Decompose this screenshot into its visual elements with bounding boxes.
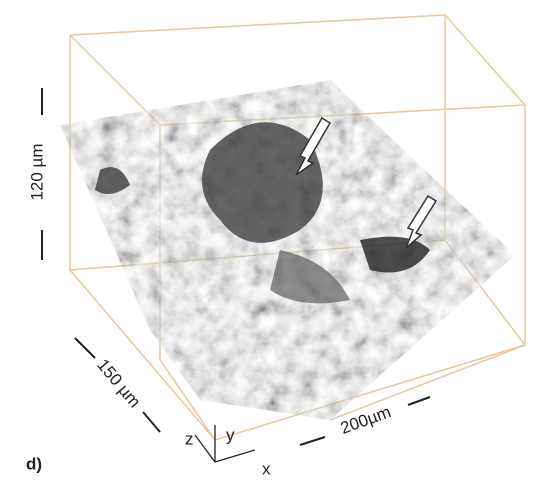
height-label: 120 µm	[27, 143, 46, 200]
panel-label: d)	[26, 454, 42, 473]
axis-y: y	[226, 425, 235, 444]
width-label: 200µm	[338, 402, 394, 438]
axis-z: z	[185, 429, 194, 448]
scale-bar	[143, 412, 160, 432]
axis-x: x	[262, 459, 271, 478]
scale-bar	[300, 437, 325, 445]
scale-bar	[75, 338, 95, 358]
depth-label: 150 µm	[93, 355, 144, 411]
figure: 120 µm 150 µm 200µm z y x d)	[0, 0, 553, 489]
page: 120 µm 150 µm 200µm z y x d) (() => { co…	[0, 0, 553, 489]
scale-bar	[408, 397, 430, 405]
